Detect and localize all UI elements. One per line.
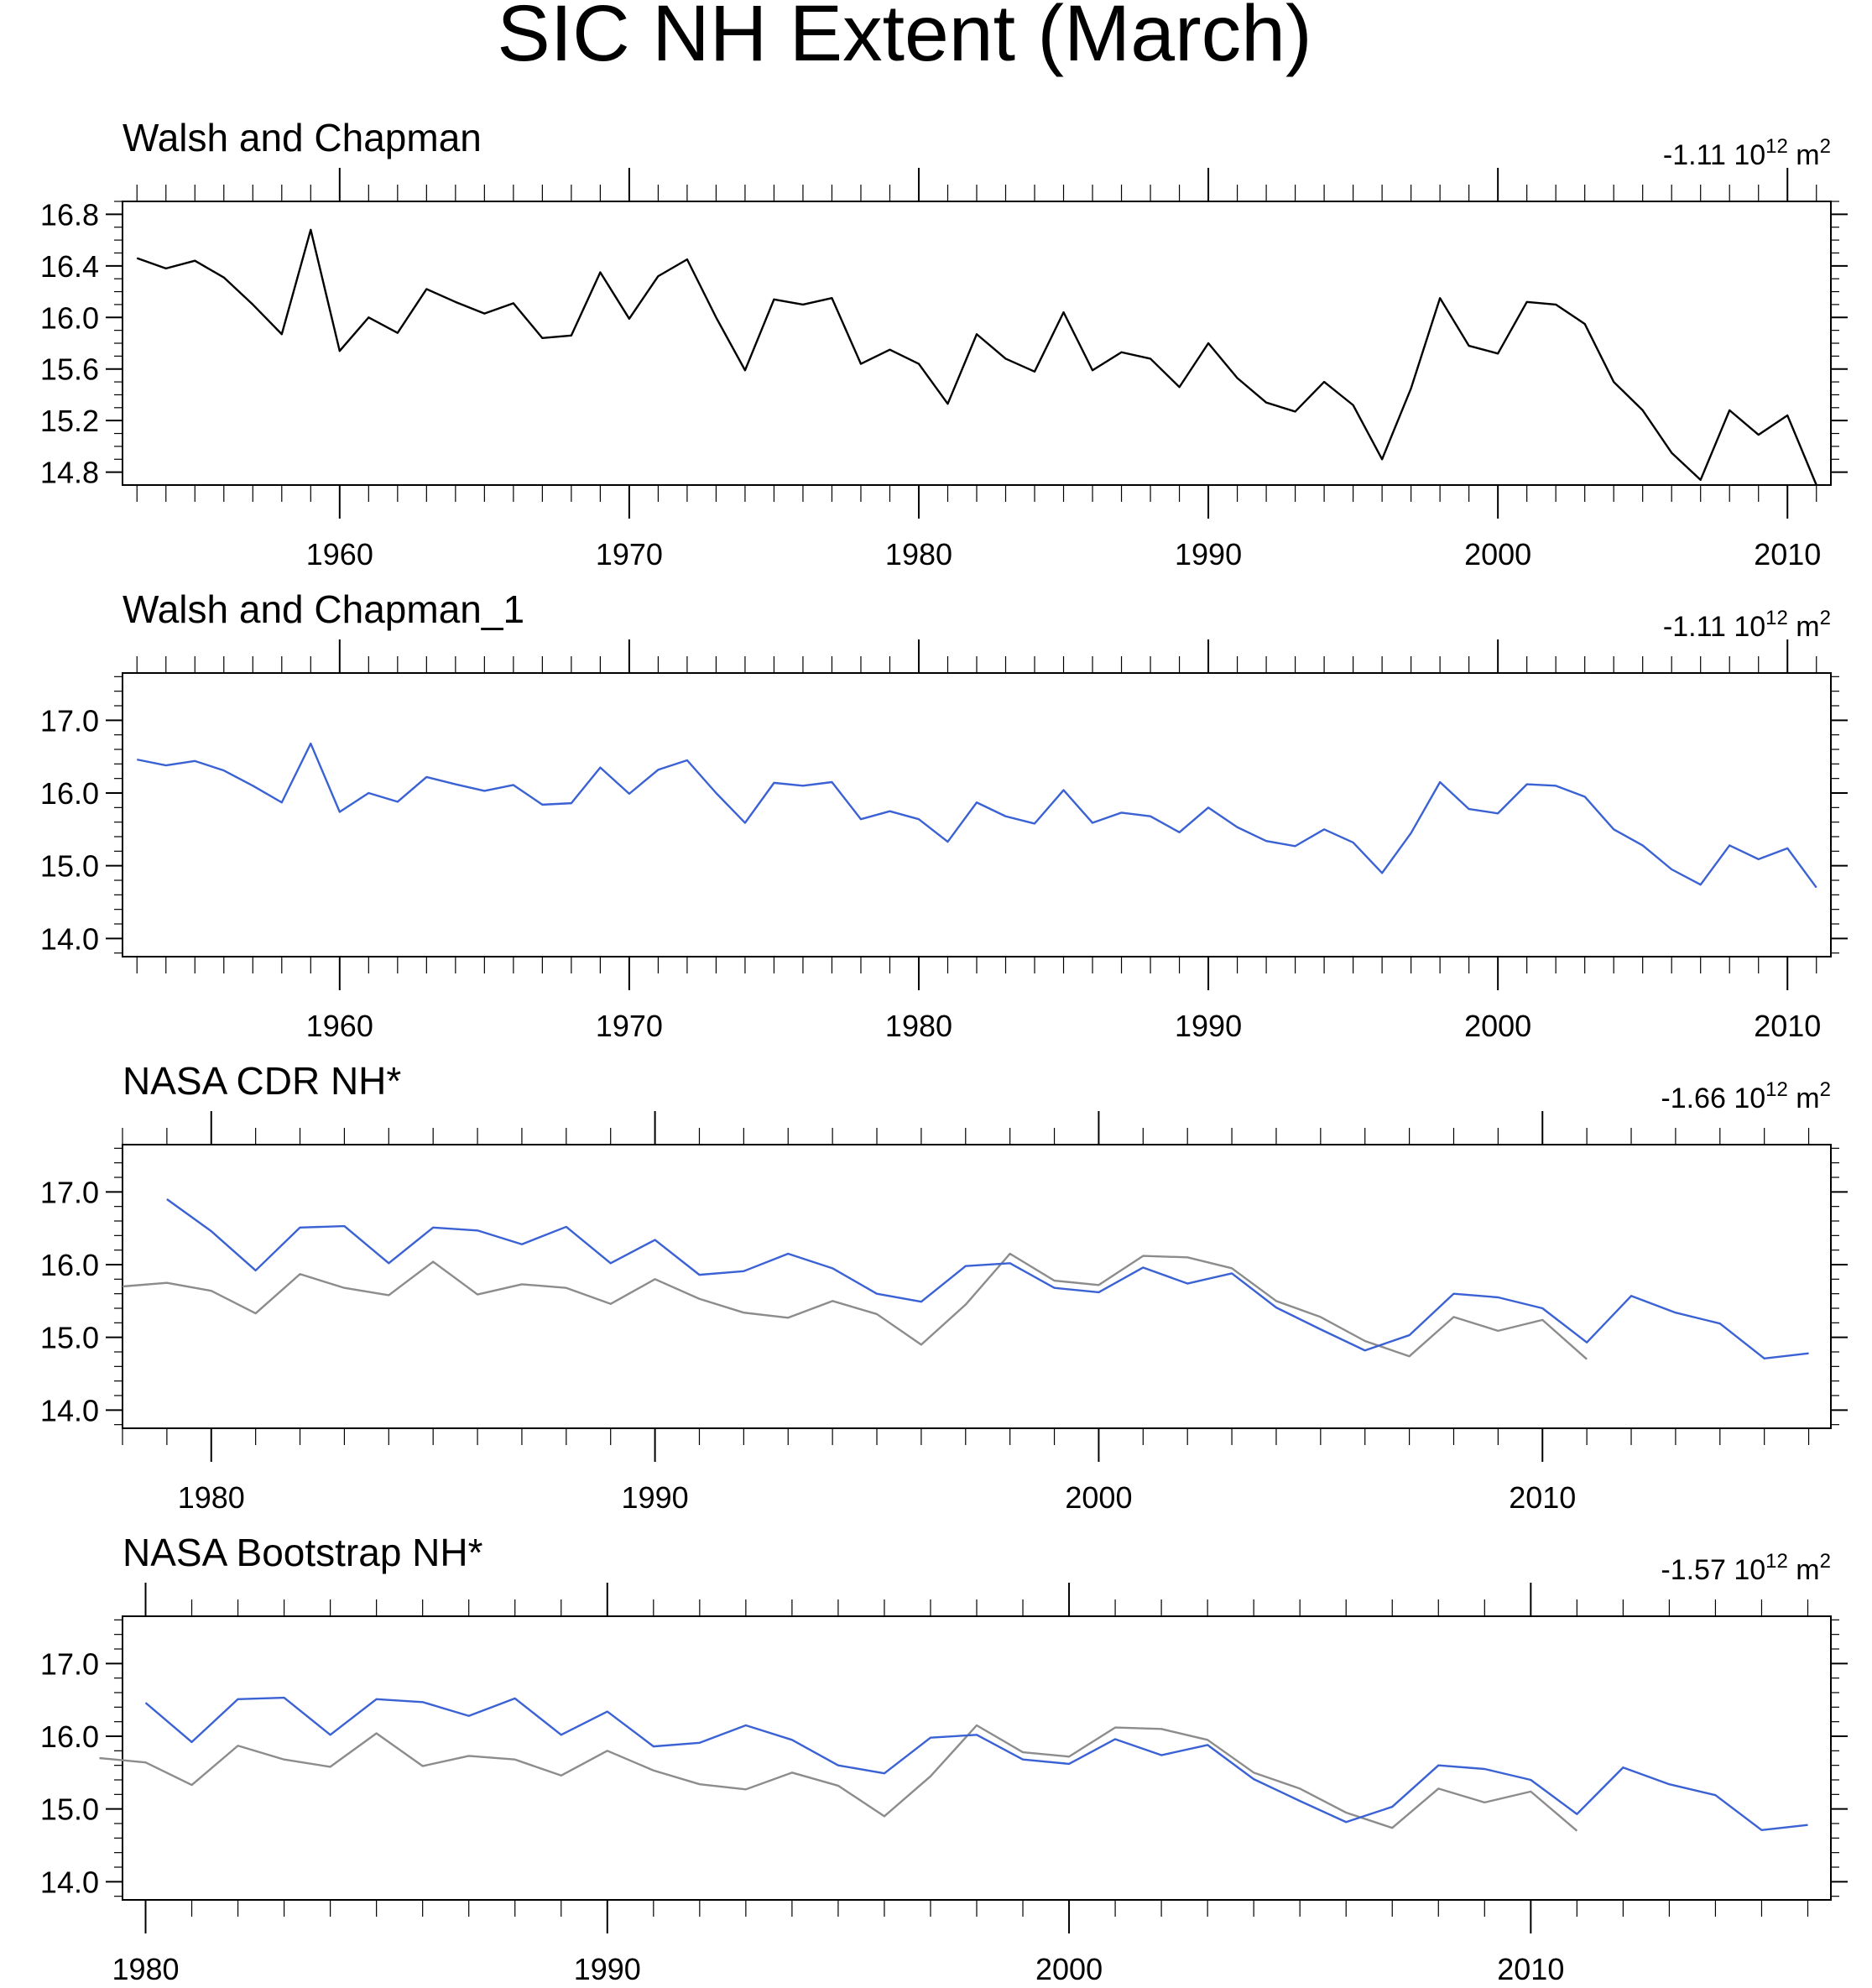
y-tick-label: 15.0 (40, 1321, 99, 1355)
trend-annotation: -1.11 1012 m2 (1663, 607, 1831, 643)
y-tick-label: 14.0 (40, 921, 99, 956)
chart-panel-1: Walsh and Chapman -1.11 1012 m2 14.8 15.2 15… (40, 116, 1848, 571)
trend-power-base: 10 (1734, 1554, 1765, 1586)
trend-unit-exponent: 2 (1820, 135, 1831, 158)
plot-frame (122, 201, 1832, 486)
series-line-walsh-and-chapman (136, 228, 1817, 486)
y-tick-label: 15.0 (40, 1792, 99, 1827)
x-tick-label: 1980 (112, 1952, 179, 1986)
x-tick-label: 2010 (1497, 1952, 1564, 1986)
y-tick-label: 15.6 (40, 352, 99, 387)
x-tick-label: 2000 (1464, 1009, 1531, 1043)
trend-unit: m (1788, 1083, 1820, 1114)
x-tick-label: 1990 (1175, 537, 1242, 571)
x-tick-label: 1960 (306, 537, 373, 571)
x-tick-label: 2010 (1509, 1480, 1576, 1515)
x-tick-label: 2010 (1754, 537, 1821, 571)
y-tick-label: 17.0 (40, 1646, 99, 1681)
trend-unit-exponent: 2 (1820, 1078, 1831, 1101)
trend-power-base: 10 (1734, 1083, 1765, 1114)
trend-exponent: 12 (1765, 1078, 1788, 1101)
y-tick-label: 14.0 (40, 1393, 99, 1427)
series-line-walsh-and-chapman-1 (137, 742, 1817, 889)
trend-value: -1.11 (1663, 611, 1734, 643)
series-line-walsh-and-chapman (122, 1252, 1588, 1360)
x-tick-label: 1980 (885, 1009, 952, 1043)
panel-title: Walsh and Chapman (123, 116, 482, 159)
y-tick-label: 16.0 (40, 300, 99, 335)
x-tick-label: 2010 (1754, 1009, 1821, 1043)
series-line-nasa-cdr-nh (166, 1198, 1809, 1360)
chart-panel-2: Walsh and Chapman_1 -1.11 1012 m2 14.0 15.0… (40, 587, 1848, 1043)
panels: Walsh and Chapman -1.11 1012 m214.815.215… (40, 116, 1848, 1986)
trend-value: -1.57 (1661, 1554, 1734, 1586)
trend-value: -1.11 (1663, 139, 1734, 171)
trend-annotation: -1.66 1012 m2 (1661, 1078, 1831, 1114)
y-tick-label: 17.0 (40, 703, 99, 738)
x-tick-label: 1990 (622, 1480, 689, 1515)
x-tick-label: 1980 (885, 537, 952, 571)
chart-panel-4: NASA Bootstrap NH* -1.57 1012 m2 14.0 15.0 1… (40, 1531, 1848, 1986)
y-tick-label: 14.8 (40, 456, 99, 490)
panel-title: Walsh and Chapman_1 (123, 587, 524, 631)
trend-power-base: 10 (1734, 611, 1765, 643)
trend-annotation: -1.57 1012 m2 (1661, 1550, 1831, 1586)
trend-unit: m (1788, 1554, 1820, 1586)
trend-unit: m (1788, 139, 1820, 171)
plot-frame (122, 1144, 1832, 1429)
y-tick-label: 16.0 (40, 1248, 99, 1282)
panel-title: NASA Bootstrap NH* (123, 1531, 483, 1574)
figure-title: SIC NH Extent (March) (497, 0, 1311, 78)
plot-frame (122, 672, 1832, 957)
trend-annotation: -1.11 1012 m2 (1663, 135, 1831, 171)
x-tick-label: 1980 (178, 1480, 245, 1515)
plot-frame (122, 1615, 1832, 1901)
trend-unit: m (1788, 611, 1820, 643)
x-tick-label: 2000 (1464, 537, 1531, 571)
y-tick-label: 17.0 (40, 1175, 99, 1209)
x-tick-label: 1990 (1175, 1009, 1242, 1043)
y-tick-label: 14.0 (40, 1865, 99, 1899)
y-tick-label: 16.4 (40, 249, 99, 284)
x-tick-label: 2000 (1065, 1480, 1132, 1515)
y-tick-label: 16.0 (40, 776, 99, 811)
trend-exponent: 12 (1765, 135, 1788, 158)
trend-value: -1.66 (1661, 1083, 1734, 1114)
trend-exponent: 12 (1765, 1550, 1788, 1573)
x-tick-label: 1970 (596, 1009, 663, 1043)
x-tick-label: 1960 (306, 1009, 373, 1043)
y-tick-label: 16.0 (40, 1719, 99, 1754)
panel-title: NASA CDR NH* (123, 1059, 401, 1103)
x-tick-label: 1990 (574, 1952, 641, 1986)
x-tick-label: 2000 (1035, 1952, 1103, 1986)
y-tick-label: 16.8 (40, 197, 99, 232)
chart-panel-3: NASA CDR NH* -1.66 1012 m2 14.0 15.0 16.0 17.… (40, 1059, 1848, 1515)
series-line-walsh-and-chapman (99, 1724, 1578, 1832)
x-tick-label: 1970 (596, 537, 663, 571)
y-tick-label: 15.2 (40, 404, 99, 438)
trend-unit-exponent: 2 (1820, 607, 1831, 629)
trend-power-base: 10 (1734, 139, 1765, 171)
trend-unit-exponent: 2 (1820, 1550, 1831, 1573)
trend-exponent: 12 (1765, 607, 1788, 629)
y-tick-label: 15.0 (40, 849, 99, 884)
series-line-nasa-bootstrap-nh (144, 1696, 1808, 1832)
